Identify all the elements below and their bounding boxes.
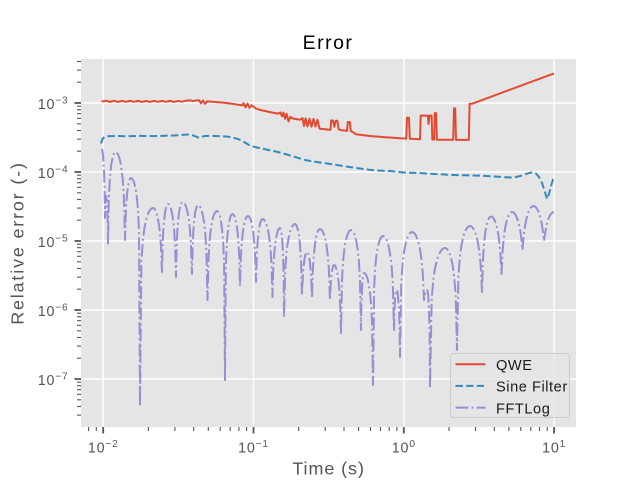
svg-text:FFTLog: FFTLog	[496, 401, 550, 417]
svg-text:Error: Error	[303, 32, 354, 54]
svg-text:101: 101	[542, 439, 566, 457]
svg-text:QWE: QWE	[496, 358, 533, 374]
svg-text:Relative error (-): Relative error (-)	[8, 161, 28, 325]
svg-text:100: 100	[392, 439, 416, 457]
svg-text:Time (s): Time (s)	[292, 459, 365, 479]
svg-text:Sine Filter: Sine Filter	[496, 380, 568, 396]
